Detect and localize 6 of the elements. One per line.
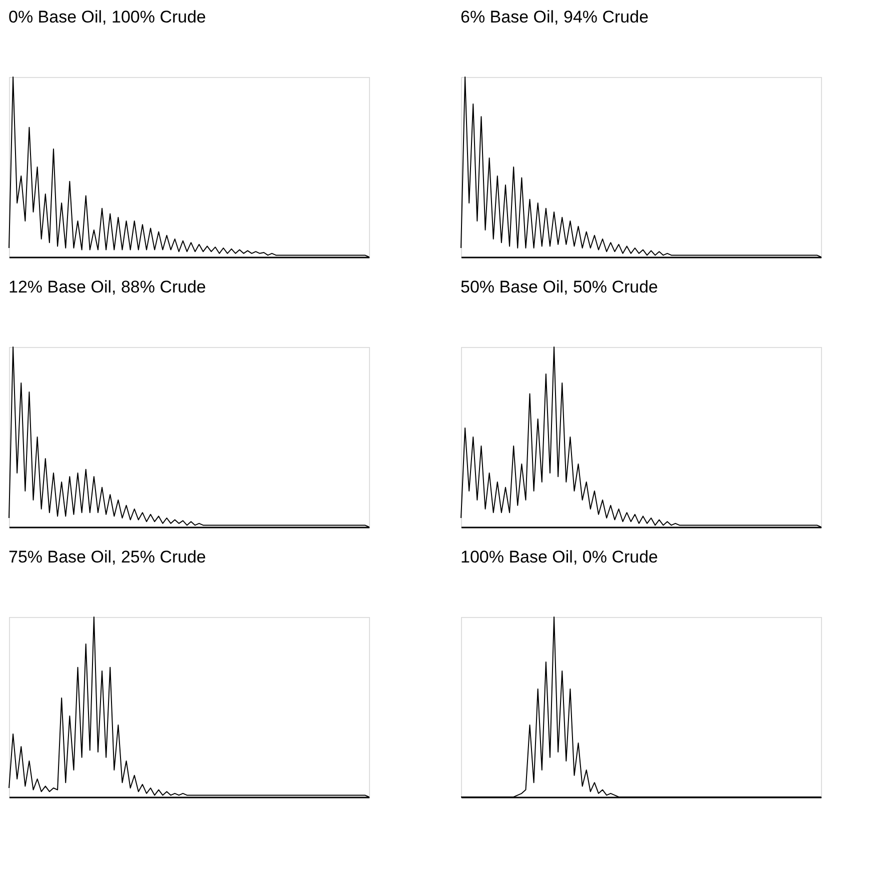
chart-title: 0% Base Oil, 100% Crude (8, 8, 206, 26)
chart-title: 6% Base Oil, 94% Crude (460, 8, 649, 26)
chart-title: 12% Base Oil, 88% Crude (8, 278, 206, 296)
chart-title: 50% Base Oil, 50% Crude (460, 278, 658, 296)
chart-title: 100% Base Oil, 0% Crude (460, 548, 658, 566)
chart-title: 75% Base Oil, 25% Crude (8, 548, 206, 566)
